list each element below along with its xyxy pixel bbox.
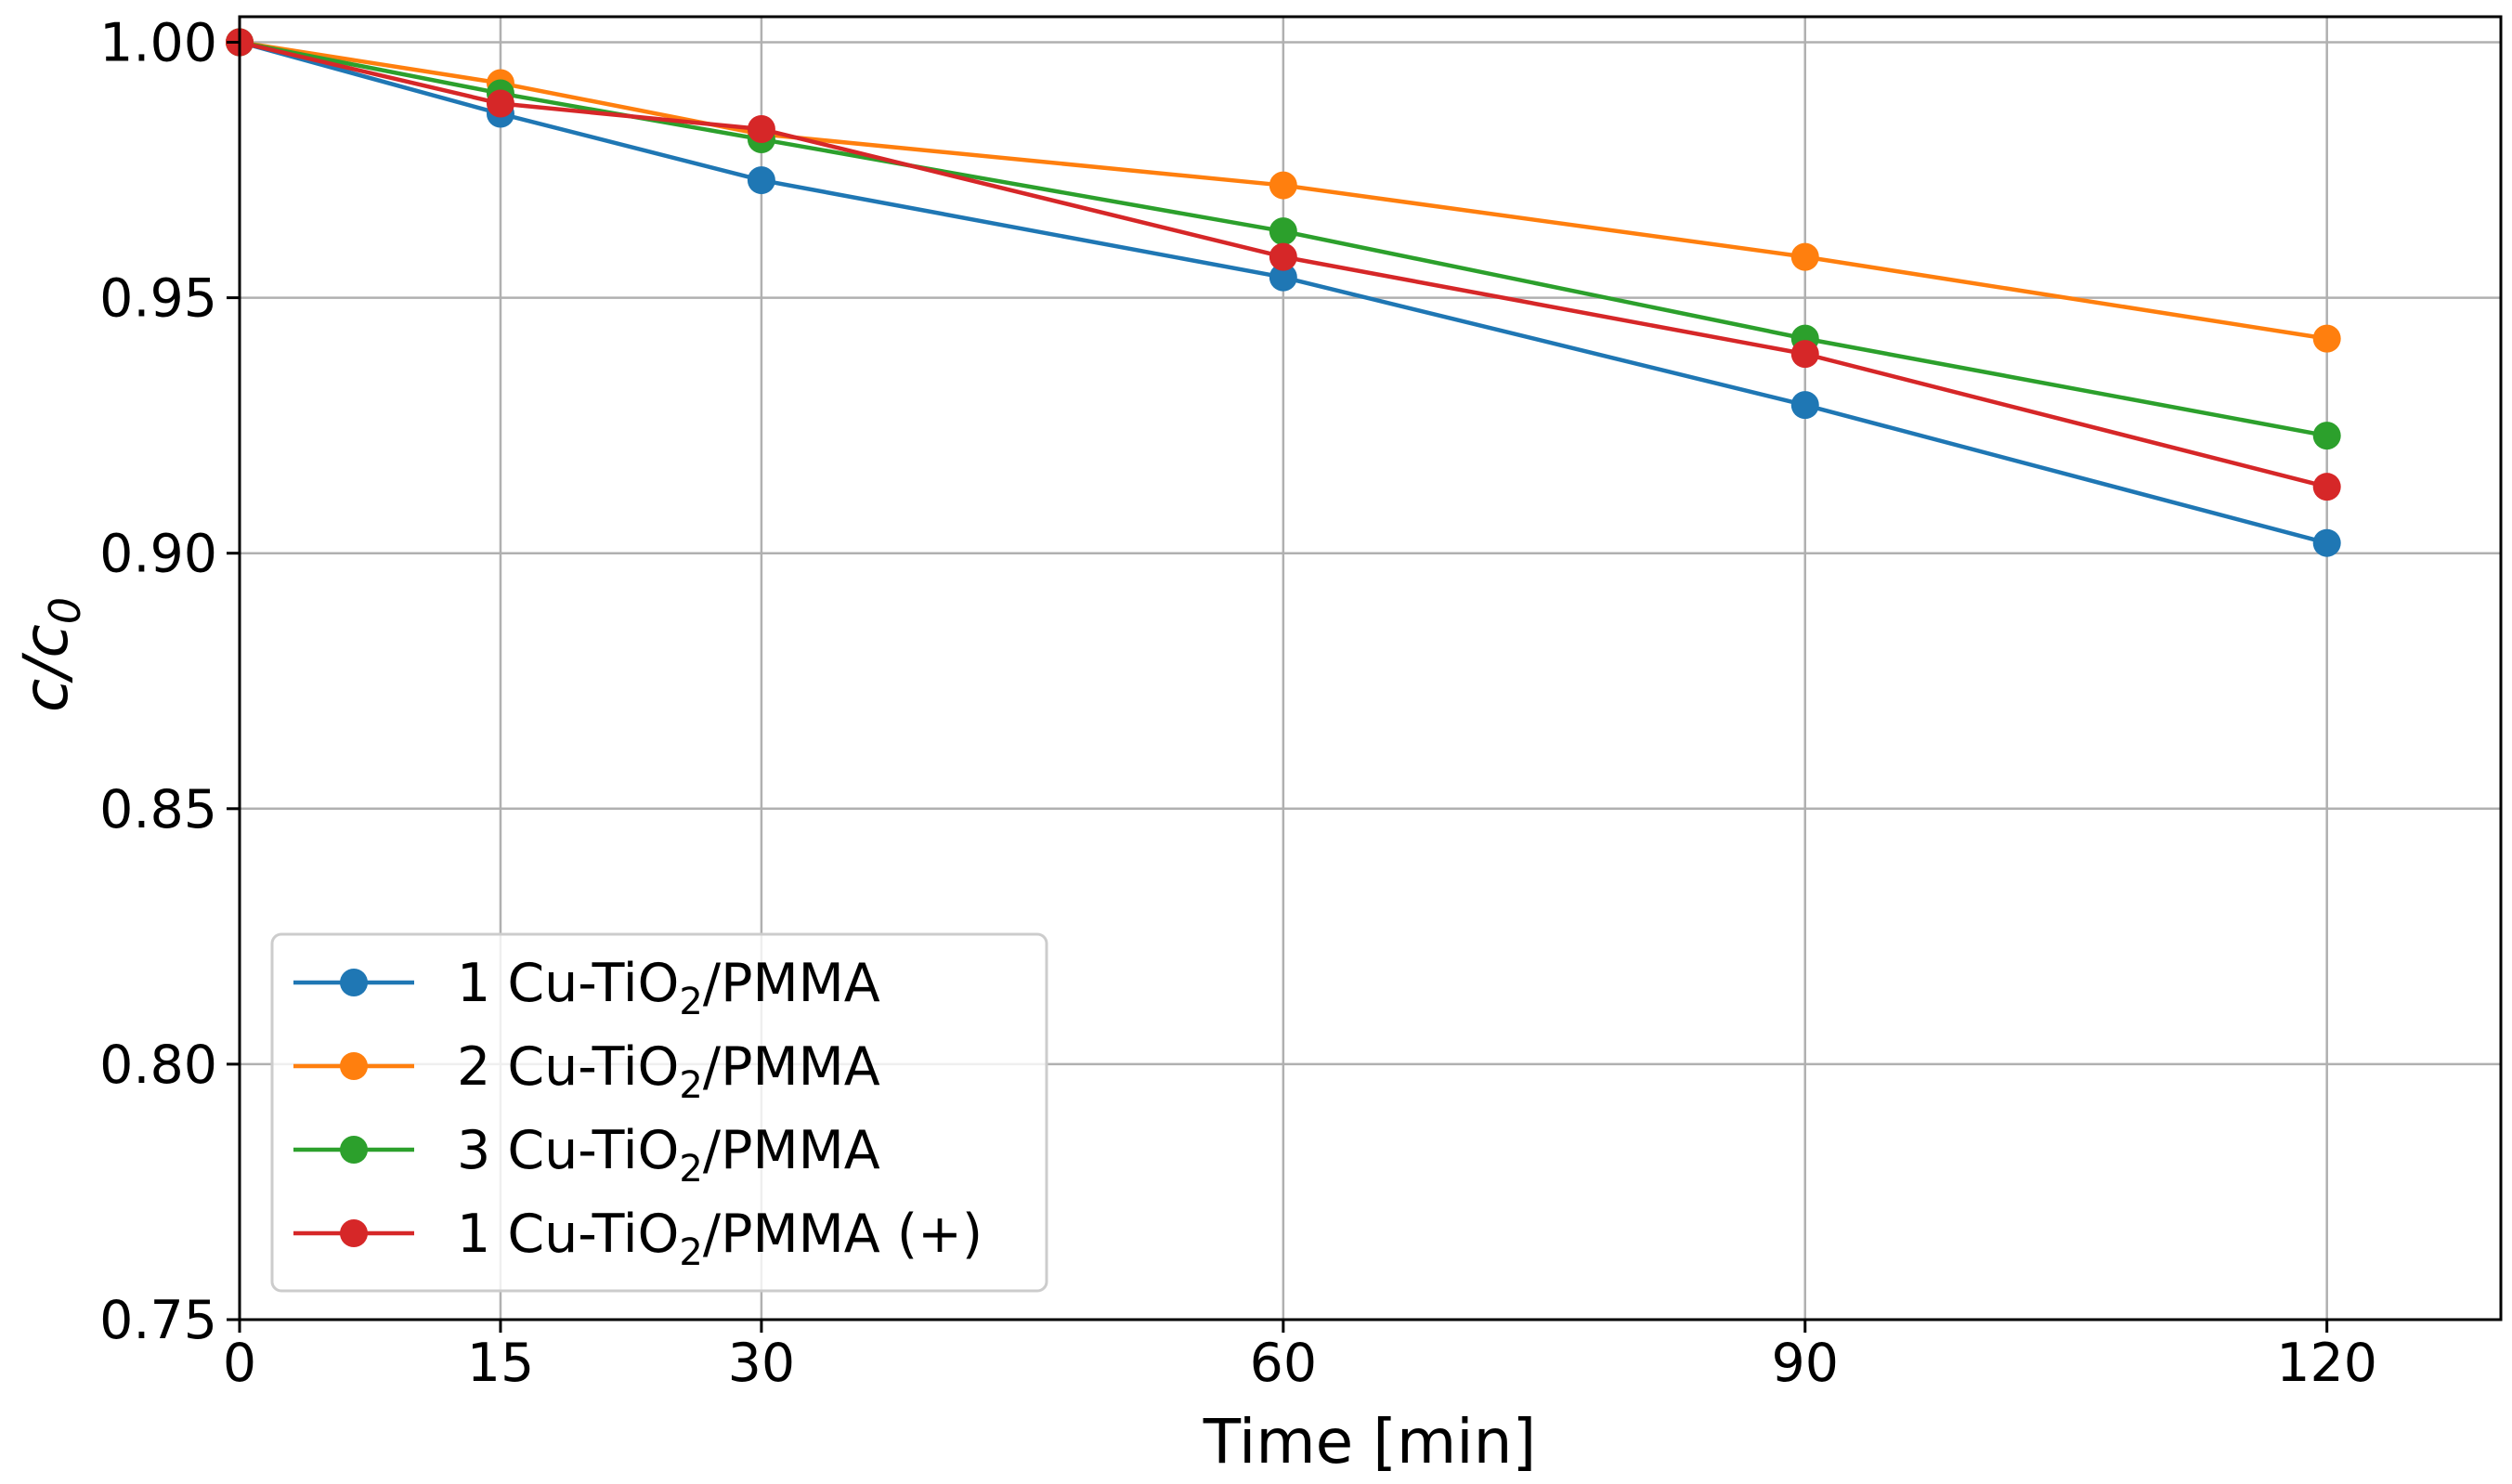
x-tick-label: 120 — [2276, 1333, 2377, 1394]
y-tick-label: 0.80 — [99, 1035, 217, 1096]
data-point — [486, 89, 514, 118]
x-axis-label: Time [min] — [1203, 1406, 1536, 1477]
y-tick-label: 0.85 — [99, 779, 217, 840]
series-line — [239, 40, 2328, 489]
plot-frame — [238, 15, 2503, 1321]
y-axis-label: c/c0 — [10, 597, 90, 712]
data-point — [1269, 217, 1297, 246]
y-tick-label: 0.95 — [99, 268, 217, 330]
data-point — [2312, 422, 2341, 450]
legend-marker — [340, 1219, 368, 1247]
y-axis-label-main: c/c — [10, 624, 82, 712]
y-tick-label: 0.90 — [99, 524, 217, 585]
data-point — [1790, 340, 1819, 369]
series-line — [239, 40, 2328, 341]
data-point — [2312, 324, 2341, 353]
legend-marker — [340, 1136, 368, 1164]
data-point — [1269, 242, 1297, 271]
legend-label: 2 Cu-TiO2/PMMA — [457, 1036, 880, 1107]
legend-label: 1 Cu-TiO2/PMMA (+) — [457, 1204, 983, 1274]
legend-marker — [340, 969, 368, 996]
y-tick-label: 1.00 — [99, 13, 217, 74]
legend: 1 Cu-TiO2/PMMA 2 Cu-TiO2/PMMA 3 Cu-TiO2/PM… — [270, 932, 1048, 1293]
data-point — [2312, 528, 2341, 557]
y-tick-label: 0.75 — [99, 1290, 217, 1351]
legend-label: 3 Cu-TiO2/PMMA — [457, 1120, 880, 1191]
x-tick-label: 30 — [728, 1333, 796, 1394]
x-tick-label: 60 — [1250, 1333, 1318, 1394]
data-point — [1790, 391, 1819, 420]
data-point — [1269, 263, 1297, 292]
svg-text:c/c0: c/c0 — [10, 597, 90, 712]
x-tick-label: 0 — [223, 1333, 256, 1394]
legend-box — [270, 932, 1048, 1293]
data-point — [747, 166, 775, 195]
series-line — [239, 40, 2328, 545]
x-tick-label: 90 — [1772, 1333, 1840, 1394]
data-point — [1269, 171, 1297, 200]
data-point — [1790, 242, 1819, 271]
legend-marker — [340, 1052, 368, 1080]
series-line — [239, 40, 2328, 438]
y-axis-label-subscript: 0 — [40, 597, 90, 624]
x-tick-label: 15 — [467, 1333, 535, 1394]
data-point — [747, 115, 775, 144]
data-point — [2312, 473, 2341, 501]
legend-label: 1 Cu-TiO2/PMMA — [457, 953, 880, 1023]
